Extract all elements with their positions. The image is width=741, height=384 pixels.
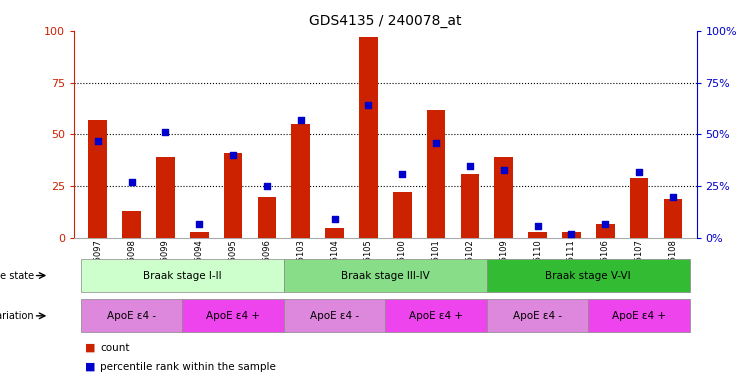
- Bar: [190, 232, 208, 238]
- Text: Braak stage III-IV: Braak stage III-IV: [341, 270, 430, 281]
- Bar: [81, 300, 182, 332]
- Bar: [385, 300, 487, 332]
- Bar: [596, 223, 614, 238]
- Text: ApoE ε4 -: ApoE ε4 -: [107, 311, 156, 321]
- Bar: [88, 120, 107, 238]
- Bar: [427, 109, 445, 238]
- Bar: [359, 37, 378, 238]
- Point: [633, 169, 645, 175]
- Bar: [182, 300, 284, 332]
- Text: ■: ■: [85, 343, 96, 353]
- Text: ■: ■: [85, 362, 96, 372]
- Text: ApoE ε4 -: ApoE ε4 -: [513, 311, 562, 321]
- Text: ApoE ε4 +: ApoE ε4 +: [612, 311, 666, 321]
- Text: disease state: disease state: [0, 270, 33, 281]
- Point: [599, 220, 611, 227]
- Point: [667, 194, 679, 200]
- Bar: [325, 228, 344, 238]
- Bar: [284, 259, 487, 292]
- Bar: [487, 259, 690, 292]
- Point: [430, 140, 442, 146]
- Bar: [156, 157, 175, 238]
- Text: ApoE ε4 +: ApoE ε4 +: [206, 311, 260, 321]
- Text: ApoE ε4 +: ApoE ε4 +: [409, 311, 463, 321]
- Point: [193, 220, 205, 227]
- Point: [295, 117, 307, 123]
- Bar: [562, 232, 581, 238]
- Point: [329, 216, 341, 222]
- Text: Braak stage V-VI: Braak stage V-VI: [545, 270, 631, 281]
- Bar: [630, 178, 648, 238]
- Bar: [393, 192, 411, 238]
- Point: [227, 152, 239, 158]
- Bar: [494, 157, 513, 238]
- Bar: [258, 197, 276, 238]
- Point: [396, 171, 408, 177]
- Point: [464, 162, 476, 169]
- Bar: [487, 300, 588, 332]
- Bar: [461, 174, 479, 238]
- Text: count: count: [100, 343, 130, 353]
- Point: [565, 231, 577, 237]
- Point: [531, 223, 543, 229]
- Bar: [81, 259, 284, 292]
- Bar: [528, 232, 547, 238]
- Bar: [663, 199, 682, 238]
- Bar: [122, 211, 141, 238]
- Bar: [588, 300, 690, 332]
- Bar: [291, 124, 310, 238]
- Title: GDS4135 / 240078_at: GDS4135 / 240078_at: [309, 14, 462, 28]
- Text: genotype/variation: genotype/variation: [0, 311, 33, 321]
- Point: [362, 102, 374, 108]
- Text: Braak stage I-II: Braak stage I-II: [143, 270, 222, 281]
- Point: [159, 129, 171, 136]
- Point: [498, 167, 510, 173]
- Bar: [284, 300, 385, 332]
- Bar: [224, 153, 242, 238]
- Text: percentile rank within the sample: percentile rank within the sample: [100, 362, 276, 372]
- Point: [92, 137, 104, 144]
- Text: ApoE ε4 -: ApoE ε4 -: [310, 311, 359, 321]
- Point: [126, 179, 138, 185]
- Point: [261, 183, 273, 189]
